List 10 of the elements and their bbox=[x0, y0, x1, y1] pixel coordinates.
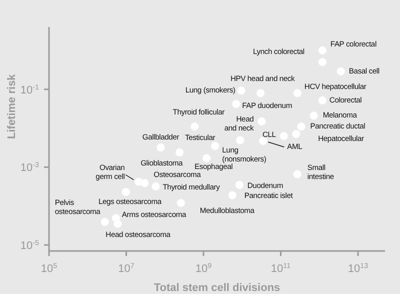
x-tick-label: 10$^{13}$ bbox=[348, 262, 368, 275]
x-tick-label: 10$^{9}$ bbox=[195, 262, 212, 275]
y-axis-title: Lifetime risk bbox=[6, 73, 18, 139]
y-tick-label: 10$^{-5}$ bbox=[20, 238, 40, 252]
x-tick-label: 10$^{5}$ bbox=[40, 262, 58, 275]
y-tick-label: 10$^{-3}$ bbox=[20, 161, 40, 174]
x-axis-title: Total stem cell divisions bbox=[154, 282, 280, 294]
y-tick-label: 10$^{-1}$ bbox=[20, 83, 40, 96]
x-tick-label: 10$^{11}$ bbox=[270, 262, 291, 275]
x-tick-label: 10$^{7}$ bbox=[118, 262, 134, 275]
